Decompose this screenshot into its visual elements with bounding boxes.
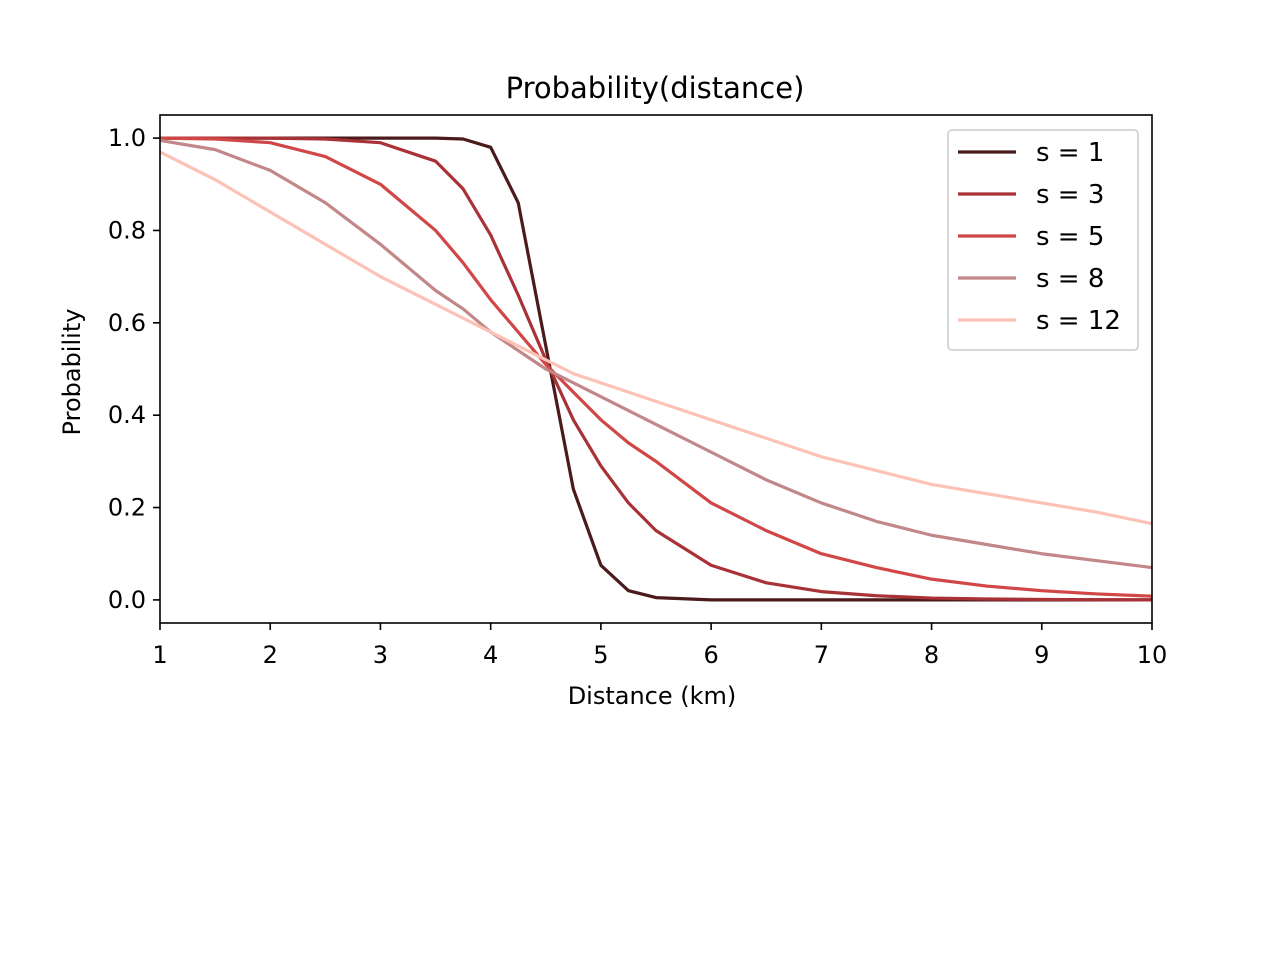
- legend-label: s = 8: [1036, 264, 1104, 294]
- y-tick-label: 0.8: [108, 216, 146, 244]
- x-axis: 1 2 3 4 5 6 7 8 9 10: [152, 623, 1167, 669]
- series-line-s4: [160, 138, 1152, 570]
- series-line-s5: [160, 150, 1152, 526]
- series-line-s3: [160, 136, 1152, 598]
- y-axis: 0.0 0.2 0.4 0.6 0.8 1.0: [108, 124, 160, 614]
- legend-label: s = 5: [1036, 222, 1104, 252]
- x-tick-label: 7: [814, 641, 829, 669]
- legend-box: [947, 129, 1139, 351]
- x-tick-label: 9: [1034, 641, 1049, 669]
- y-tick-label: 0.2: [108, 494, 146, 522]
- y-tick-label: 0.4: [108, 401, 146, 429]
- y-tick-label: 0.6: [108, 309, 146, 337]
- x-tick-label: 3: [373, 641, 388, 669]
- x-tick-label: 1: [152, 641, 167, 669]
- legend: s = 1 s = 3 s = 5 s = 8 s = 12: [947, 129, 1139, 351]
- series-group: [160, 136, 1152, 602]
- x-tick-label: 5: [593, 641, 608, 669]
- y-tick-label: 0.0: [108, 586, 146, 614]
- axes-frame: [159, 114, 1153, 624]
- series-line-s2: [160, 136, 1152, 602]
- x-tick-label: 8: [924, 641, 939, 669]
- legend-label: s = 1: [1036, 138, 1104, 168]
- x-tick-label: 10: [1137, 641, 1168, 669]
- y-axis-label: Probability: [58, 309, 86, 436]
- plot-area: [159, 114, 1153, 624]
- y-tick-label: 1.0: [108, 124, 146, 152]
- x-tick-label: 6: [703, 641, 718, 669]
- legend-label: s = 3: [1036, 180, 1104, 210]
- x-tick-label: 4: [483, 641, 498, 669]
- legend-label: s = 12: [1036, 306, 1121, 336]
- x-tick-label: 2: [263, 641, 278, 669]
- x-axis-label: Distance (km): [568, 682, 737, 710]
- chart-title: Probability(distance): [506, 71, 805, 105]
